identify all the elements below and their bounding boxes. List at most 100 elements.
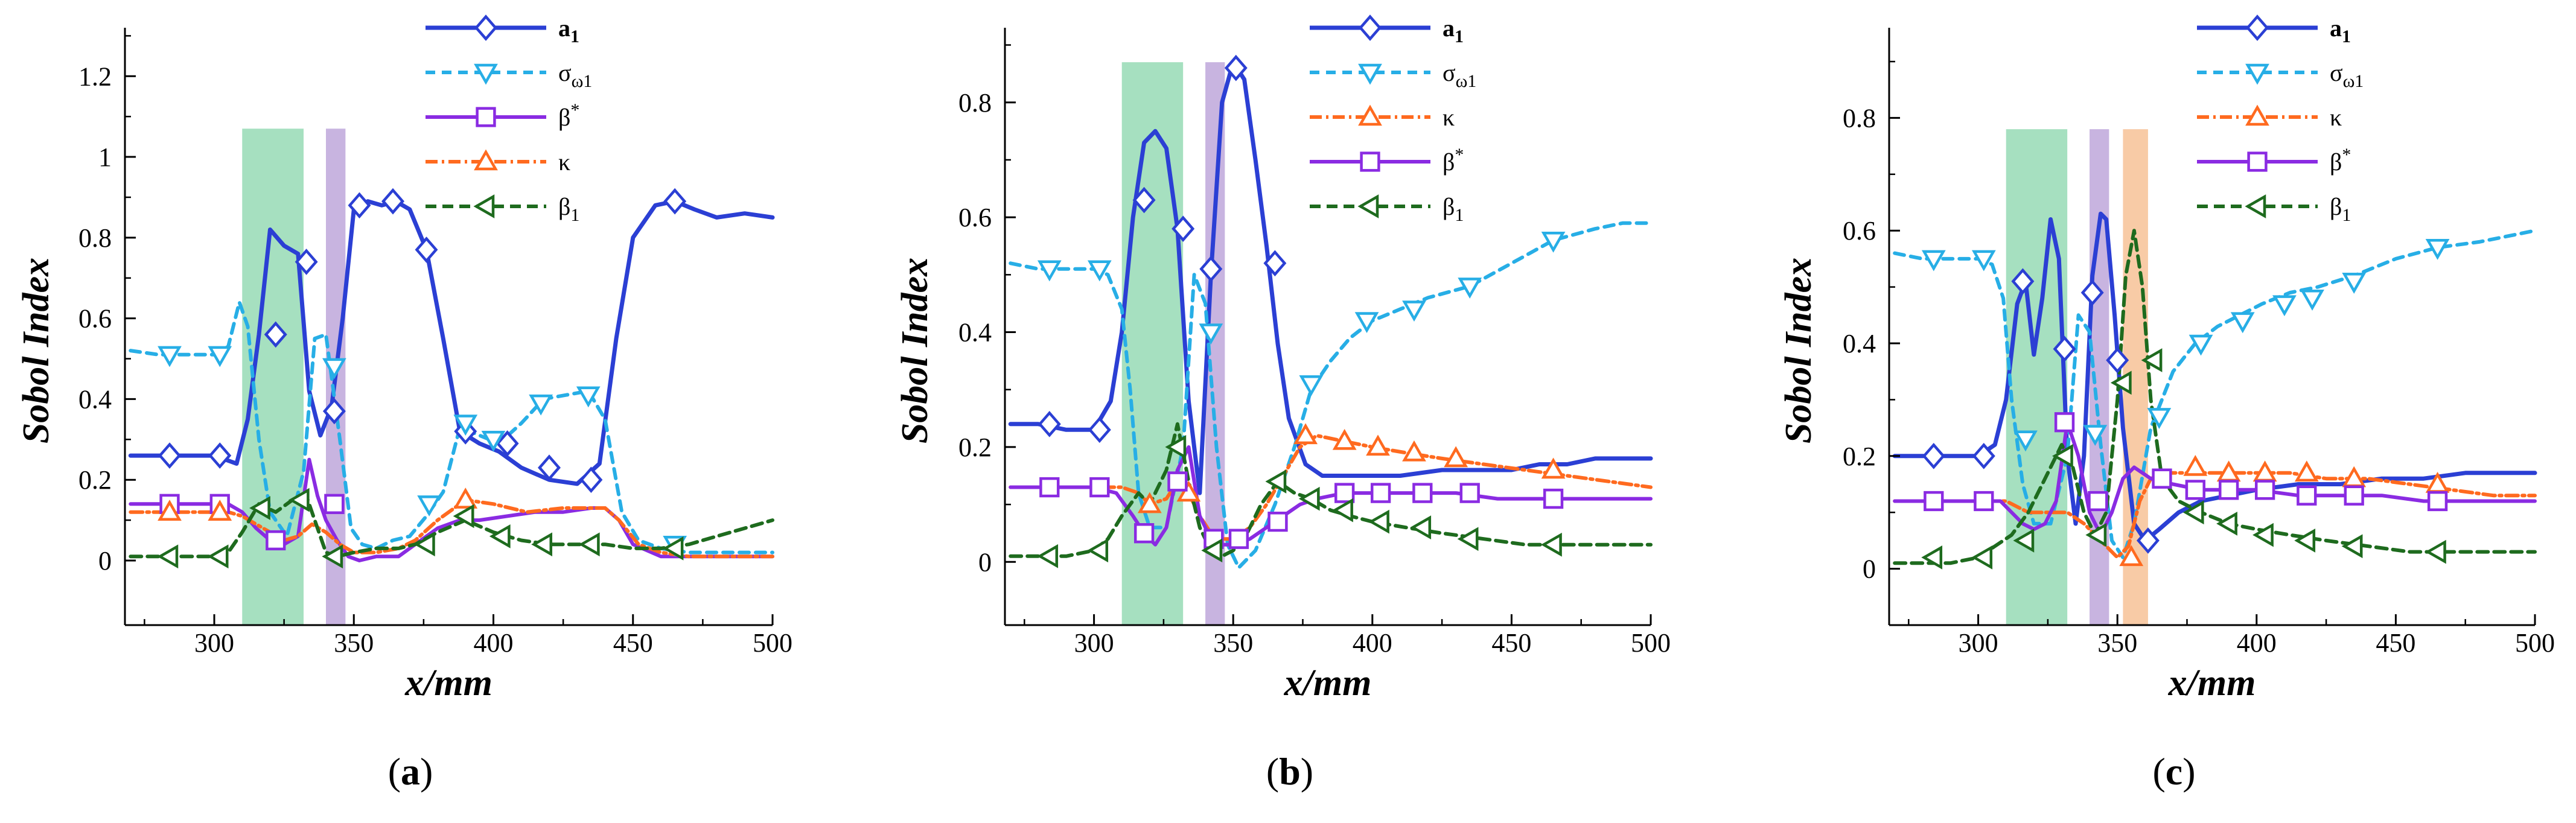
series-line-kappa: [1893, 471, 2537, 559]
series-markers-kappa: [158, 488, 478, 521]
legend-label-sub: ω1: [2343, 71, 2364, 91]
data-point-beta_star: [2054, 412, 2075, 433]
data-point-sw1: [2013, 430, 2038, 452]
y-tick-label: 0.2: [958, 433, 992, 462]
data-point-kappa: [1137, 492, 1162, 513]
legend-label-base: σ: [1443, 59, 1456, 86]
data-point-sw1: [2189, 334, 2213, 356]
panel-caption: (b): [1266, 750, 1313, 793]
data-point-beta_star: [1334, 483, 1355, 503]
y-tick-label: 0: [1863, 554, 1876, 584]
data-point-beta1: [1921, 545, 1943, 570]
legend-label-sub: 1: [2342, 27, 2351, 46]
y-tick-label: 0.6: [78, 304, 112, 334]
data-point-kappa: [453, 488, 478, 509]
data-point-beta_star: [2297, 485, 2317, 506]
data-point-beta_star: [2088, 491, 2108, 512]
legend-label-beta1: β1: [558, 193, 579, 225]
data-point-kappa: [2294, 460, 2319, 482]
data-point-a1: [381, 188, 404, 215]
data-point-beta1: [2425, 539, 2446, 564]
data-point-a1: [2136, 527, 2160, 554]
data-point-beta1: [2252, 523, 2274, 547]
caption-open-paren: (: [1266, 750, 1279, 793]
legend-label-beta1: β1: [2330, 193, 2351, 225]
legend-label-a1: a1: [1443, 14, 1464, 46]
legend-label-base: β: [2330, 193, 2342, 220]
data-point-a1: [2011, 268, 2035, 295]
data-point-sw1: [1402, 300, 1426, 322]
data-point-beta1: [2341, 534, 2363, 559]
y-axis-title: Sobol Index: [894, 258, 936, 443]
data-point-a1: [496, 430, 519, 457]
panel-caption: (a): [388, 750, 433, 793]
legend-label-sub: ω1: [572, 71, 593, 91]
data-point-sw1: [2272, 295, 2297, 317]
series-markers-kappa: [2119, 454, 2450, 567]
data-point-beta_star: [1133, 523, 1155, 544]
legend-label-sub: 1: [1455, 205, 1464, 225]
legend-label-base: a: [1443, 14, 1455, 42]
y-tick-label: 1: [98, 142, 112, 172]
series-markers-sw1: [158, 346, 687, 557]
legend-label-kappa: κ: [2330, 104, 2342, 131]
caption-letter: a: [401, 750, 420, 793]
data-point-beta1: [288, 488, 310, 512]
legend-label-sw1: σω1: [1443, 59, 1476, 91]
data-point-beta1: [489, 524, 511, 548]
data-point-sw1: [1971, 250, 1996, 272]
series-line-a1: [128, 199, 775, 486]
data-point-a1: [2080, 279, 2104, 306]
y-tick-label: 0.2: [78, 465, 112, 495]
data-point-beta1: [2052, 443, 2073, 468]
legend-marker-a1: [2246, 14, 2269, 41]
data-point-a1: [295, 249, 318, 275]
y-tick-label: 0.4: [958, 318, 992, 348]
series-markers-beta_star: [1924, 412, 2448, 512]
data-point-beta1: [1265, 469, 1287, 494]
legend-label-beta1: β1: [1443, 193, 1464, 225]
legend-marker-a1: [474, 14, 497, 41]
data-point-sw1: [2083, 425, 2108, 446]
data-point-beta_star: [1228, 529, 1249, 549]
legend-label-base: κ: [1443, 104, 1455, 131]
data-point-beta_star: [2219, 480, 2239, 500]
data-point-sw1: [1921, 250, 1946, 272]
y-axis-title: Sobol Index: [1778, 258, 1819, 443]
data-point-kappa: [1176, 480, 1201, 502]
legend-marker-kappa: [474, 149, 498, 171]
x-tick-label: 300: [194, 628, 234, 658]
data-point-a1: [1038, 410, 1061, 437]
legend-label-kappa: κ: [558, 148, 570, 176]
series-markers-beta_star: [1039, 471, 1564, 549]
legend-label-base: β: [558, 104, 570, 131]
x-axis-title: x/mm: [1284, 663, 1372, 704]
data-point-beta1: [1037, 544, 1059, 568]
data-point-beta_star: [1974, 491, 1994, 512]
data-point-sw1: [158, 346, 182, 367]
data-point-beta1: [2013, 529, 2035, 553]
series-line-beta1: [129, 494, 774, 559]
legend-label-sub: 1: [570, 205, 579, 225]
legend-marker-sw1: [474, 63, 498, 85]
data-point-kappa: [208, 500, 232, 521]
data-point-sw1: [481, 431, 506, 452]
data-point-beta_star: [2185, 480, 2205, 500]
data-point-a1: [663, 188, 687, 215]
data-point-sw1: [2342, 273, 2367, 294]
data-point-kappa: [2183, 454, 2208, 476]
data-point-a1: [348, 192, 371, 219]
legend-label-sup: *: [2342, 145, 2351, 165]
data-point-beta_star: [1924, 491, 1944, 512]
legend-marker-beta1: [2245, 194, 2266, 218]
data-point-beta1: [1541, 532, 1562, 557]
data-point-a1: [208, 442, 232, 469]
legend-label-beta_star: β*: [558, 100, 579, 131]
data-point-beta_star: [1543, 488, 1564, 509]
caption-letter: b: [1279, 750, 1301, 793]
x-tick-label: 450: [2376, 628, 2415, 658]
y-tick-label: 0.4: [78, 384, 112, 414]
